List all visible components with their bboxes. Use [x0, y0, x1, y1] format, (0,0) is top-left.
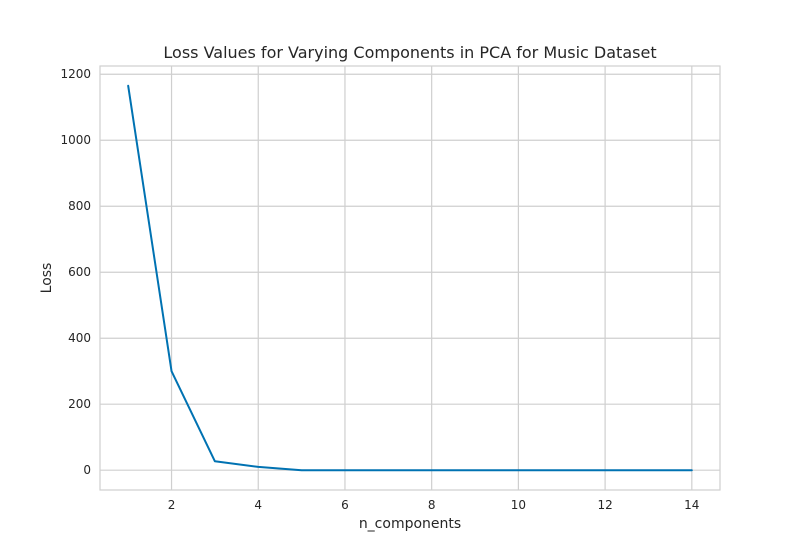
loss-series-line: [127, 84, 693, 472]
chart-title: Loss Values for Varying Components in PC…: [163, 43, 656, 62]
series-layer: [127, 84, 693, 472]
x-tick-label: 10: [511, 498, 526, 512]
x-tick-label: 4: [254, 498, 262, 512]
y-tick-label: 200: [68, 397, 91, 411]
x-tick-label: 12: [597, 498, 612, 512]
x-tick-label: 8: [428, 498, 436, 512]
grid: [100, 66, 720, 490]
x-tick-label: 6: [341, 498, 349, 512]
y-tick-label: 1200: [60, 67, 91, 81]
y-tick-label: 800: [68, 199, 91, 213]
x-axis-label: n_components: [359, 516, 461, 532]
y-axis-label: Loss: [39, 263, 55, 294]
tick-labels: 2 4 6 8 10 12 14 0 200 400 600 800 1000 1200: [60, 67, 699, 512]
y-tick-label: 1000: [60, 133, 91, 147]
y-tick-label: 0: [83, 463, 91, 477]
x-tick-label: 2: [168, 498, 176, 512]
plot-frame: [99, 65, 721, 491]
y-tick-label: 600: [68, 265, 91, 279]
x-tick-label: 14: [684, 498, 699, 512]
y-tick-label: 400: [68, 331, 91, 345]
